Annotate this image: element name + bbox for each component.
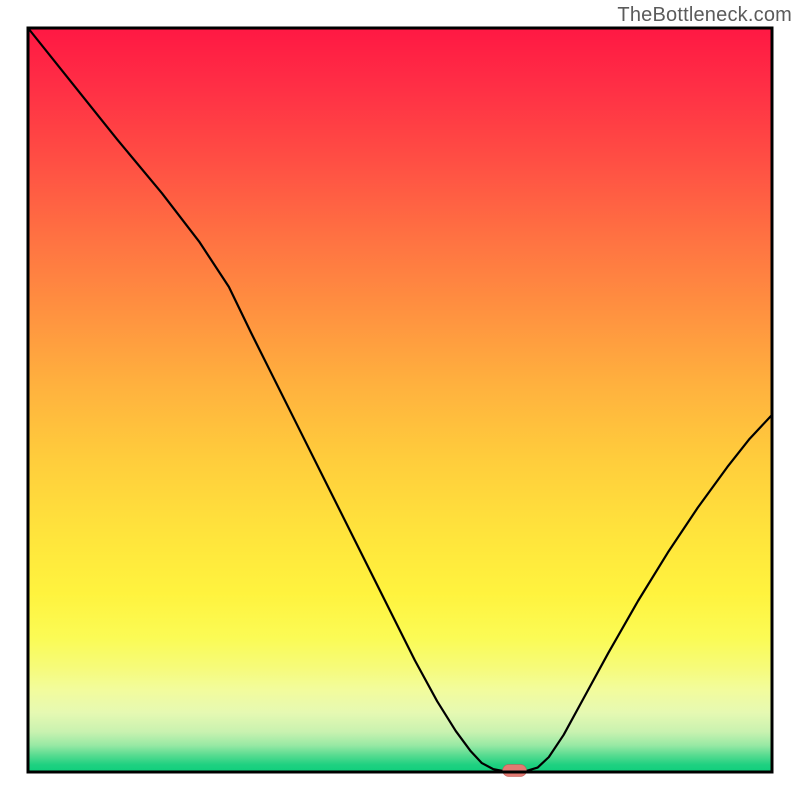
chart-canvas bbox=[0, 0, 800, 800]
stage: { "meta": { "watermark": "TheBottleneck.… bbox=[0, 0, 800, 800]
